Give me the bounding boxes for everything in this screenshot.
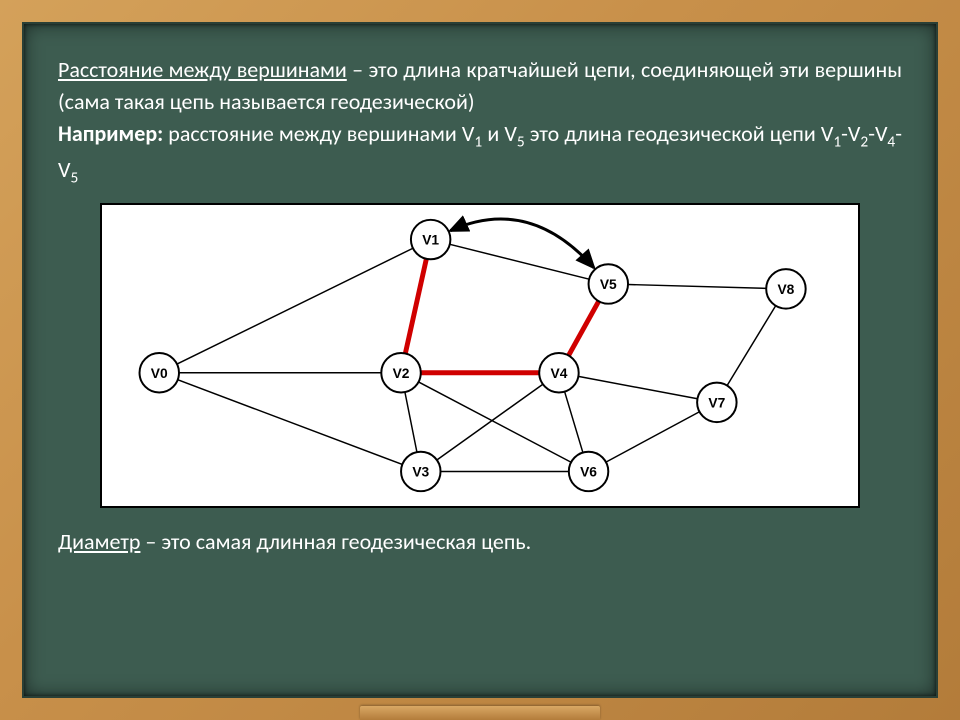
definition-2: Диаметр – это самая длинная геодезическа… <box>58 526 902 558</box>
term-diameter: Диаметр <box>58 528 140 555</box>
edge-V4-V6 <box>565 392 583 453</box>
example-block: Например: расстояние между вершинами V1 … <box>58 118 902 189</box>
svg-text:V1: V1 <box>422 232 439 248</box>
edge-V2-V3 <box>405 392 417 452</box>
node-V7: V7 <box>697 383 736 422</box>
definition-1: Расстояние между вершинами – это длина к… <box>58 54 902 118</box>
node-V6: V6 <box>569 452 608 491</box>
svg-text:V5: V5 <box>600 276 617 292</box>
ch-s1: 1 <box>833 132 841 151</box>
svg-text:V3: V3 <box>412 464 429 480</box>
node-V4: V4 <box>539 353 578 392</box>
svg-text:V7: V7 <box>708 395 725 411</box>
node-V3: V3 <box>401 452 440 491</box>
term-distance: Расстояние между вершинами <box>58 56 347 83</box>
graph-svg: V0 V1 V2 V3 V4 V5 V6 V7 V8 <box>102 205 858 506</box>
svg-text:V2: V2 <box>393 365 410 381</box>
ch-d2: -V <box>868 120 887 147</box>
svg-text:V8: V8 <box>777 281 794 297</box>
ex-s2: 5 <box>517 132 525 151</box>
edge-V1-V2 <box>405 259 426 354</box>
edge-V7-V8 <box>727 306 776 386</box>
chalkboard-surface: Расстояние между вершинами – это длина к… <box>22 22 938 698</box>
ch-s4: 5 <box>70 168 78 187</box>
edge-V3-V4 <box>437 384 543 460</box>
arrow-layer <box>450 219 593 268</box>
edge-V6-V7 <box>606 412 700 462</box>
svg-text:V6: V6 <box>580 464 597 480</box>
svg-text:V0: V0 <box>151 365 168 381</box>
edge-V0-V1 <box>177 248 413 364</box>
node-V2: V2 <box>381 353 420 392</box>
edge-V4-V7 <box>578 377 697 399</box>
nodes-layer: V0 V1 V2 V3 V4 V5 V6 V7 V8 <box>140 220 806 491</box>
ex-t1: расстояние между вершинами V <box>163 120 474 147</box>
example-label: Например: <box>58 120 163 147</box>
chalk-tray <box>360 706 600 720</box>
edge-V0-V3 <box>178 380 403 465</box>
def2-text: – это самая длинная геодезическая цепь. <box>140 528 531 555</box>
edge-V2-V6 <box>419 382 572 462</box>
edge-V1-V5 <box>450 245 589 280</box>
ch-d1: -V <box>841 120 860 147</box>
edges-layer <box>177 245 776 472</box>
node-V0: V0 <box>140 353 179 392</box>
ex-t3: это длина геодезической цепи V <box>525 120 834 147</box>
edge-V5-V8 <box>628 285 766 289</box>
node-V5: V5 <box>589 264 628 303</box>
node-V8: V8 <box>766 269 805 308</box>
node-V1: V1 <box>411 220 450 259</box>
edge-V4-V5 <box>569 301 599 355</box>
ex-t2: и V <box>482 120 517 147</box>
arrow-v5-v1 <box>450 219 593 268</box>
chalkboard-frame: Расстояние между вершинами – это длина к… <box>0 0 960 720</box>
svg-text:V4: V4 <box>551 365 568 381</box>
graph-diagram: V0 V1 V2 V3 V4 V5 V6 V7 V8 <box>100 203 860 508</box>
